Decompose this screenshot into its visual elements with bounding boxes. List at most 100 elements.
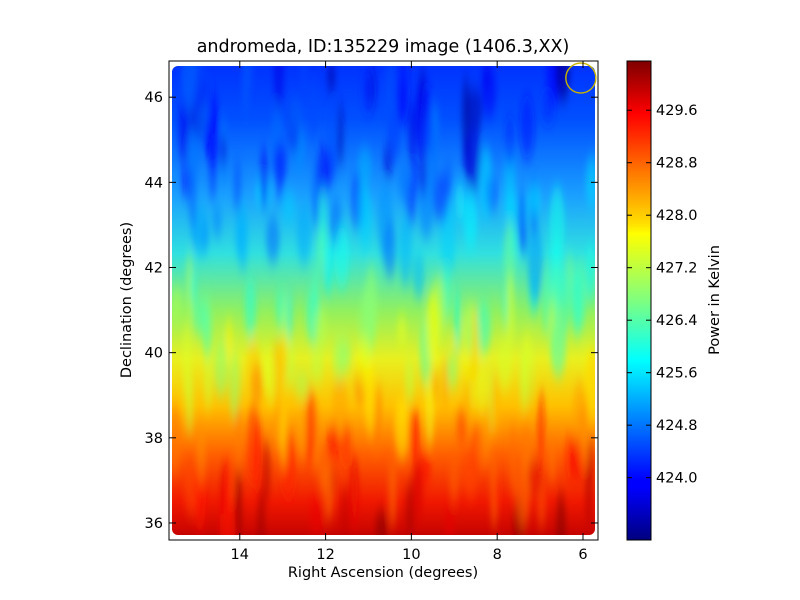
heatmap-streak [521, 344, 535, 406]
heatmap-streak [243, 66, 255, 91]
heatmap-streak [181, 66, 198, 111]
heatmap-streak [425, 376, 435, 448]
colorbar [626, 60, 652, 541]
heatmap-streak [555, 492, 567, 535]
heatmap-streak [550, 314, 567, 378]
heatmap-streak [309, 349, 324, 385]
y-tick-label: 42 [145, 261, 163, 277]
heatmap-streak [276, 143, 285, 202]
heatmap-streak [479, 146, 493, 220]
heatmap-streak [323, 461, 335, 521]
heatmap-streak [332, 376, 348, 432]
x-axis-ticks: 14 12 10 8 6 [231, 61, 588, 563]
heatmap-streak [584, 349, 595, 424]
y-tick-label: 46 [145, 90, 163, 106]
heatmap-streak [265, 216, 280, 263]
heatmap-streak [549, 186, 565, 264]
x-axis-label: Right Ascension (degrees) [288, 565, 478, 581]
heatmap-streak [517, 188, 526, 252]
heatmap-streak [253, 421, 262, 499]
heatmap-streak [277, 337, 288, 385]
heatmap-streak [527, 224, 543, 302]
heatmap-streak [491, 373, 500, 435]
heatmap-streak [375, 510, 388, 535]
x-tick-label: 10 [402, 547, 420, 563]
heatmap-streak [388, 457, 397, 528]
y-axis-label: Declination (degrees) [119, 222, 135, 378]
heatmap-streak [456, 408, 468, 446]
heatmap-streak [509, 226, 517, 255]
heatmap-streak [324, 239, 333, 295]
heatmap-streak [475, 300, 492, 354]
heatmap-streak [519, 424, 532, 474]
heatmap-streak [326, 66, 336, 93]
heatmap-streak [407, 408, 421, 459]
heatmap-streak [528, 184, 541, 218]
y-tick-label: 38 [145, 431, 163, 447]
heatmap-streak [273, 66, 285, 110]
heatmap-streak [264, 348, 277, 405]
heatmap-streak [476, 363, 488, 415]
heatmap-streak [294, 368, 310, 400]
heatmap-streak [192, 297, 207, 335]
heatmap-streak [462, 133, 473, 180]
heatmap-streak [397, 315, 407, 346]
heatmap-streak [206, 90, 220, 170]
heatmap-streak [548, 433, 556, 485]
heatmap-streak [357, 338, 372, 389]
plot-frame [168, 60, 599, 541]
heatmap-streak [244, 279, 257, 339]
heatmap-streak [225, 317, 233, 362]
heatmap-streak [340, 422, 351, 467]
colorbar-tick-label: 424.8 [656, 418, 698, 434]
heatmap-streak [432, 172, 449, 223]
heatmap-streak [463, 190, 478, 249]
heatmap-streak [317, 143, 331, 197]
heatmap-field [172, 66, 595, 535]
heatmap-streak [537, 391, 545, 461]
heatmap-streak [296, 202, 311, 265]
heatmap-streak [286, 290, 293, 342]
y-tick-label: 36 [145, 516, 163, 532]
heatmap-streak [357, 179, 370, 229]
heatmap-streak [504, 192, 518, 226]
heatmap-streak [466, 303, 473, 355]
beam-marker [565, 62, 597, 94]
heatmap-streak [449, 457, 460, 503]
heatmap-streak [395, 66, 410, 124]
heatmap-streak [555, 66, 571, 101]
colorbar-tick-label: 427.2 [656, 261, 698, 277]
heatmap-streak [357, 147, 372, 185]
heatmap-streak [570, 267, 583, 337]
heatmap-streak [425, 291, 440, 362]
heatmap-streak [541, 267, 550, 336]
heatmap-streak [287, 99, 302, 145]
heatmap-streak [587, 438, 594, 485]
heatmap-streak [505, 274, 515, 347]
heatmap-streak [349, 457, 359, 532]
heatmap-streak [339, 486, 351, 535]
colorbar-tick-label: 424.0 [656, 471, 698, 487]
x-tick-label: 8 [493, 547, 502, 563]
colorbar-tick-label: 428.8 [656, 156, 698, 172]
heatmap-streak [200, 219, 210, 252]
heatmap-streak [526, 458, 543, 498]
heatmap-streak [505, 116, 515, 169]
heatmap-streak [493, 473, 501, 513]
heatmap-streak [497, 337, 513, 390]
heatmap-streak [334, 226, 350, 288]
colorbar-tick-label: 428.0 [656, 208, 698, 224]
heatmap-streak [213, 339, 229, 397]
heatmap-streak [394, 398, 410, 461]
heatmap-streak [419, 146, 427, 197]
heatmap-streak [383, 219, 397, 277]
heatmap-streak [318, 187, 327, 256]
heatmap-streak [185, 372, 194, 435]
heatmap-streak [304, 387, 317, 467]
heatmap-streak [383, 66, 399, 117]
heatmap-streak [332, 335, 346, 381]
heatmap-streak [443, 504, 455, 535]
colorbar-tick-label: 425.6 [656, 366, 698, 382]
heatmap-streak [551, 262, 561, 311]
heatmap-streak [508, 424, 518, 496]
